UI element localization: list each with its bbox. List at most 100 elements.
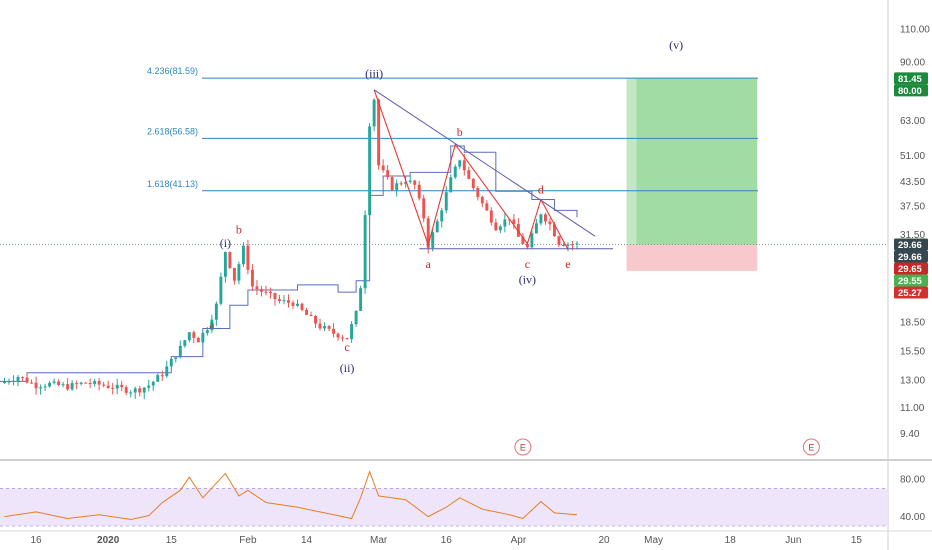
candle-body (210, 319, 214, 331)
price-tag (894, 72, 928, 85)
candle-body (165, 366, 169, 377)
candle-body (12, 380, 15, 382)
oscillator-tick-label: 40.00 (900, 512, 925, 523)
candle-body (142, 387, 146, 393)
wave-label: a (209, 318, 215, 332)
oscillator-pane (0, 470, 888, 527)
candle-body (219, 276, 223, 304)
candle-body (435, 221, 439, 233)
price-tag-label: 81.45 (898, 74, 922, 85)
wave-label: (i) (220, 236, 231, 250)
candle-body (489, 210, 493, 223)
time-tick-label: Feb (239, 535, 257, 546)
candle-body (485, 203, 489, 211)
wave-label: c (525, 257, 530, 271)
candle-body (467, 170, 471, 179)
candle-body (93, 381, 97, 384)
candle-body (404, 181, 408, 184)
price-tick-label: 51.00 (900, 151, 925, 162)
candle-body (178, 345, 182, 358)
wave-drawings[interactable] (373, 89, 614, 250)
candle-body (278, 299, 281, 301)
candle-body (97, 381, 101, 385)
price-tick-label: 9.40 (900, 429, 920, 440)
candle-body (129, 392, 133, 394)
price-tag-label: 29.66 (898, 252, 922, 263)
wave-label: (iv) (519, 273, 536, 287)
triangle-upper-trendline (373, 89, 596, 237)
candle-body (48, 382, 52, 387)
candle-body (138, 388, 142, 393)
candle-body (237, 264, 241, 281)
candle-body (323, 326, 327, 329)
candle-body (156, 375, 160, 382)
candle-body (291, 302, 295, 306)
candle-body (453, 166, 457, 178)
candle-body (561, 245, 565, 247)
price-tag (894, 262, 928, 275)
candle-body (503, 219, 507, 227)
candle-body (241, 245, 245, 265)
candle-body (476, 187, 480, 198)
wave-label: (v) (669, 38, 683, 52)
candle-body (571, 244, 574, 246)
candle-body (79, 382, 83, 384)
candle-body (16, 376, 20, 381)
candle-body (273, 292, 277, 300)
candle-body (471, 178, 475, 188)
time-tick-label: Jun (785, 535, 801, 546)
candle-body (395, 183, 399, 191)
wave-label: b (457, 125, 463, 139)
wave-label: e (565, 257, 570, 271)
price-tick-label: 63.00 (900, 116, 925, 127)
candle-body (205, 330, 209, 333)
candle-body (372, 99, 376, 127)
candle-body (120, 384, 124, 388)
price-tick-label: 43.50 (900, 177, 925, 188)
candle-body (512, 219, 516, 225)
candle-body (264, 291, 268, 293)
candle-body (287, 300, 290, 303)
price-tag-label: 29.55 (898, 276, 922, 287)
time-axis[interactable]: 16 2020 15 Feb 14 Mar 16 Apr 20 May 18 Jun 15 (30, 535, 862, 546)
time-tick-label: 15 (166, 535, 178, 546)
candle-body (183, 340, 187, 346)
candle-body (124, 387, 128, 393)
candle-body (223, 252, 227, 277)
candle-body (88, 383, 92, 385)
candle-body (507, 219, 511, 221)
time-tick-label: 14 (301, 535, 313, 546)
candle-body (413, 180, 417, 185)
fibonacci-extension[interactable]: 4.236(81.59) 2.618(56.58) 1.618(41.13) (147, 66, 758, 192)
candle-body (187, 332, 191, 341)
candle-body (111, 387, 115, 389)
fib-level-label: 1.618(41.13) (147, 179, 198, 189)
candle-body (30, 382, 34, 384)
long-position-tool[interactable] (0, 78, 888, 271)
candle-body (341, 337, 345, 339)
candle-body (25, 377, 29, 383)
price-tick-label: 31.50 (900, 230, 925, 241)
price-tag-label: 25.27 (898, 288, 922, 299)
price-axis[interactable]: 110.0090.0075.0063.0051.0043.5037.5031.5… (894, 25, 930, 524)
candle-body (160, 375, 164, 377)
candle-body (201, 332, 205, 343)
candle-body (386, 170, 390, 178)
candle-body (115, 384, 119, 389)
candle-body (354, 310, 358, 325)
candle-body (147, 385, 151, 388)
candle-body (332, 328, 336, 334)
earnings-event-marker (514, 438, 532, 456)
indicator-line (0, 145, 578, 382)
candle-body (196, 337, 200, 343)
time-tick-label: 16 (441, 535, 453, 546)
candle-body (440, 210, 444, 222)
candle-body (192, 332, 196, 338)
loss-zone (626, 244, 758, 271)
time-tick-label: 18 (725, 535, 737, 546)
candle-body (494, 222, 498, 231)
oscillator-band (0, 488, 888, 526)
candle-body (255, 286, 259, 290)
